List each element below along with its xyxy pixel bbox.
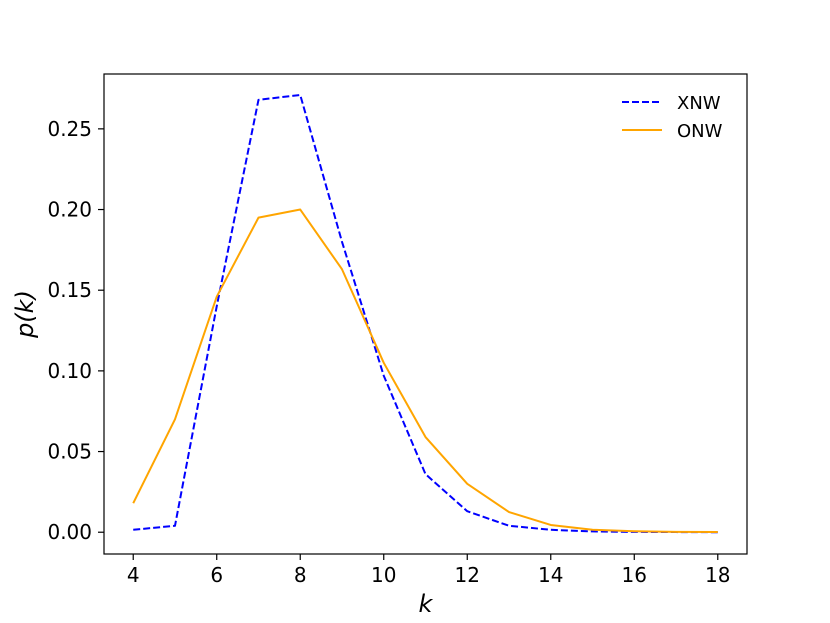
y-tick-label: 0.00	[47, 520, 92, 544]
x-tick-label: 18	[705, 563, 730, 587]
y-axis-label: p(k)	[11, 290, 39, 339]
y-tick-label: 0.05	[47, 440, 92, 464]
x-tick-label: 8	[294, 563, 307, 587]
legend-label-onw: ONW	[677, 121, 723, 142]
y-tick-label: 0.25	[47, 117, 92, 141]
x-tick-label: 10	[371, 563, 396, 587]
x-tick-label: 16	[622, 563, 647, 587]
y-axis-ticks: 0.00 0.05 0.10 0.15 0.20 0.25	[47, 117, 104, 544]
y-tick-label: 0.15	[47, 278, 92, 302]
plot-frame	[103, 73, 748, 555]
y-tick-label: 0.10	[47, 359, 92, 383]
x-tick-label: 14	[538, 563, 563, 587]
series-line-xnw	[133, 93, 718, 534]
x-tick-label: 12	[455, 563, 480, 587]
x-axis-label: k	[419, 590, 434, 618]
y-tick-label: 0.20	[47, 198, 92, 222]
legend-label-xnw: XNW	[677, 93, 721, 114]
x-tick-label: 4	[127, 563, 140, 587]
legend: XNW ONW	[622, 93, 723, 142]
x-tick-label: 6	[210, 563, 223, 587]
series-line-onw	[132, 208, 718, 534]
x-axis-ticks: 4 6 8 10 12 14 16 18	[127, 554, 730, 587]
plot-lines	[132, 93, 718, 534]
